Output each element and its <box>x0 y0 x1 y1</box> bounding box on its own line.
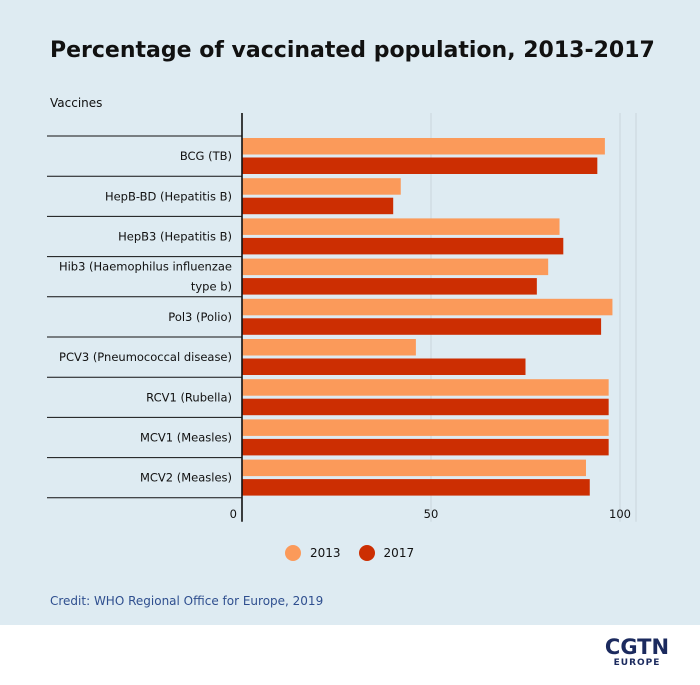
bar-2013-5 <box>242 298 613 316</box>
bar-2013-2 <box>242 178 401 195</box>
logo-main-text: CGTN <box>604 635 670 659</box>
bar-2013-9 <box>242 459 586 477</box>
bar-2017-7 <box>242 398 609 416</box>
legend-label-2017: 2017 <box>383 546 415 560</box>
bar-2013-4 <box>242 258 549 276</box>
legend-swatch-2017 <box>358 545 375 561</box>
x-tick-label-50: 50 <box>424 507 439 521</box>
logo-sub-text: EUROPE <box>613 658 661 668</box>
category-label: HepB3 (Hepatitis B) <box>118 230 232 244</box>
category-label: PCV3 (Pneumococcal disease) <box>59 350 232 364</box>
legend-swatch-2013 <box>285 545 301 561</box>
legend: 2013 2017 <box>285 545 432 561</box>
category-label: type b) <box>191 280 232 294</box>
category-label: MCV2 (Measles) <box>140 471 232 485</box>
category-label: Hib3 (Haemophilus influenzae <box>59 260 232 274</box>
category-label: MCV1 (Measles) <box>140 431 232 445</box>
category-label: BCG (TB) <box>180 149 232 163</box>
category-label: RCV1 (Rubella) <box>146 390 232 404</box>
bar-2013-7 <box>242 379 609 396</box>
legend-item-2017[interactable]: 2017 <box>358 545 415 561</box>
bar-2017-4 <box>242 278 537 295</box>
category-label: HepB-BD (Hepatitis B) <box>105 189 232 203</box>
chart-title: Percentage of vaccinated population, 201… <box>50 38 655 63</box>
category-label: Pol3 (Polio) <box>168 310 232 324</box>
bar-2017-5 <box>242 318 602 335</box>
legend-label-2013: 2013 <box>310 546 341 560</box>
bar-2017-8 <box>242 438 609 456</box>
cgtn-europe-logo: CGTN EUROPE <box>601 636 673 668</box>
bar-2013-1 <box>242 138 605 155</box>
y-axis-title: Vaccines <box>50 96 103 110</box>
x-tick-label-100: 100 <box>609 507 631 521</box>
bar-chart: BCG (TB) HepB-BD (Hepatitis B) HepB3 (Hepa… <box>47 113 637 522</box>
bar-2017-9 <box>242 479 590 496</box>
bar-2013-6 <box>242 339 416 356</box>
bar-2017-6 <box>242 358 526 375</box>
bar-2013-3 <box>242 218 560 235</box>
bar-2013-8 <box>242 419 609 436</box>
bar-2017-3 <box>242 237 564 255</box>
credit-text: Credit: WHO Regional Office for Europe, … <box>50 594 324 608</box>
legend-item-2013[interactable]: 2013 <box>285 545 341 561</box>
bar-2017-2 <box>242 197 394 215</box>
x-tick-label-0: 0 <box>230 507 237 521</box>
bar-2017-1 <box>242 157 598 174</box>
